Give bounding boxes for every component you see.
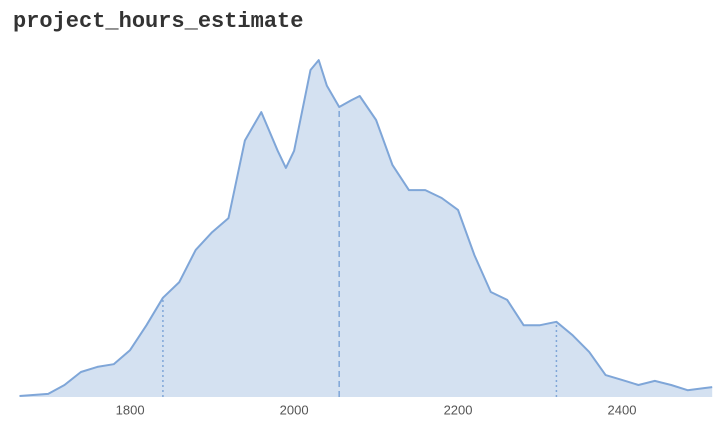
x-tick-label: 1800 [116,402,145,417]
x-tick-label: 2200 [444,402,473,417]
chart-title: project_hours_estimate [13,9,303,34]
density-area [19,60,713,397]
x-tick-label: 2000 [280,402,309,417]
x-tick-label: 2400 [608,402,637,417]
density-line [19,59,713,397]
